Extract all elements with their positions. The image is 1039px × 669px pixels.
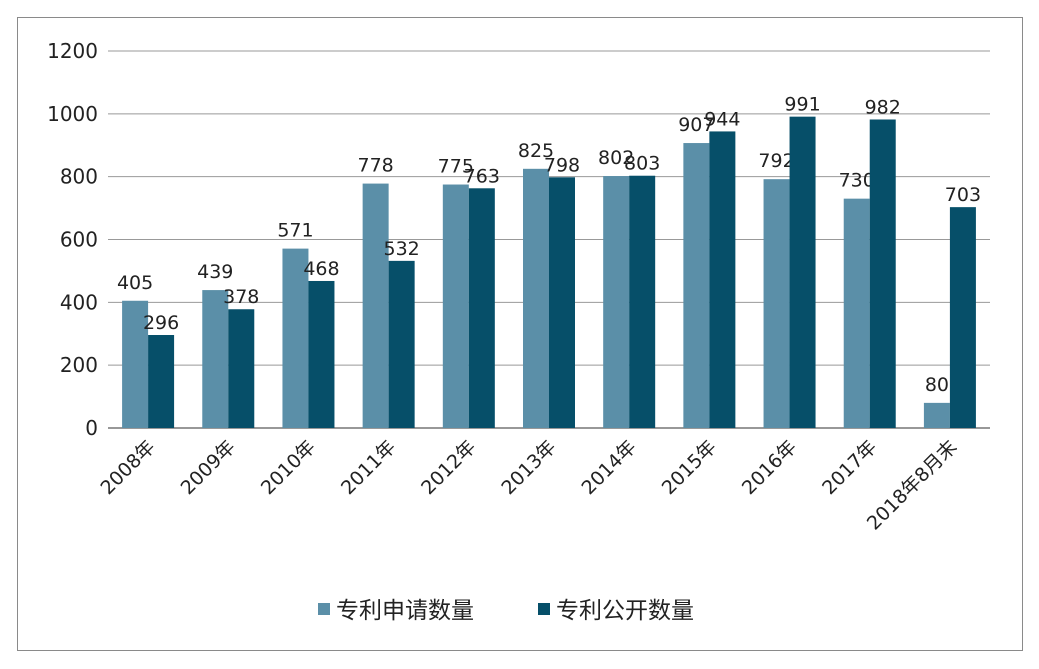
bar-publication <box>308 280 335 428</box>
x-tick-label: 2016年 <box>738 436 801 499</box>
data-label: 907 <box>678 114 714 136</box>
y-tick-label: 0 <box>85 416 98 440</box>
x-tick-label: 2009年 <box>177 436 240 499</box>
bar-publication <box>468 188 495 428</box>
x-tick-label: 2008年 <box>96 436 159 499</box>
data-label: 80 <box>925 374 949 396</box>
data-label: 571 <box>277 220 313 242</box>
y-tick-label: 1000 <box>47 102 98 126</box>
x-tick-label: 2014年 <box>578 436 641 499</box>
data-label: 778 <box>358 155 394 177</box>
data-label: 802 <box>598 147 634 169</box>
data-label: 439 <box>197 261 233 283</box>
legend-swatch <box>318 603 330 615</box>
bar-publication <box>549 177 575 428</box>
y-tick-label: 200 <box>60 353 98 377</box>
data-label: 798 <box>544 154 580 176</box>
bar-application <box>362 183 389 428</box>
y-tick-label: 600 <box>60 228 98 252</box>
data-label: 825 <box>518 140 554 162</box>
data-label: 944 <box>704 108 740 130</box>
bar-application <box>282 248 309 428</box>
x-tick-label: 2012年 <box>417 436 480 499</box>
data-label: 378 <box>223 286 259 308</box>
x-tick-label: 2017年 <box>818 436 881 499</box>
bar-publication <box>709 131 736 428</box>
bar-publication <box>949 207 976 428</box>
bar-publication <box>388 260 415 428</box>
data-label: 763 <box>464 165 500 187</box>
bar-application <box>603 176 630 428</box>
data-label: 991 <box>784 94 820 116</box>
bar-application <box>683 143 710 428</box>
bar-application <box>122 300 149 428</box>
legend-swatch <box>538 603 550 615</box>
bar-publication <box>228 309 255 428</box>
x-tick-label: 2013年 <box>497 436 560 499</box>
y-tick-label: 400 <box>60 290 98 314</box>
bar-application <box>843 198 870 428</box>
x-tick-label: 2015年 <box>658 436 721 499</box>
data-label: 405 <box>117 272 153 294</box>
bar-application <box>763 179 790 428</box>
bar-application <box>923 402 950 428</box>
legend-label: 专利公开数量 <box>556 598 694 624</box>
bar-publication <box>148 335 175 428</box>
x-tick-label: 2010年 <box>257 436 320 499</box>
y-tick-label: 1200 <box>47 39 98 63</box>
data-label: 703 <box>945 184 981 206</box>
legend-label: 专利申请数量 <box>336 598 474 624</box>
y-tick-label: 800 <box>60 165 98 189</box>
data-label: 730 <box>839 170 875 192</box>
bar-application <box>442 184 469 428</box>
bar-publication <box>629 175 656 428</box>
data-label: 468 <box>303 258 339 280</box>
data-label: 775 <box>438 156 474 178</box>
bar-application <box>523 168 549 428</box>
chart-frame <box>17 17 1023 651</box>
data-label: 803 <box>624 153 660 175</box>
x-tick-label: 2011年 <box>337 436 400 499</box>
data-label: 982 <box>865 96 901 118</box>
data-label: 792 <box>758 150 794 172</box>
bar-publication <box>789 116 816 429</box>
bar-application <box>202 290 229 428</box>
bar-publication <box>869 119 896 428</box>
data-label: 296 <box>143 312 179 334</box>
data-label: 532 <box>384 238 420 260</box>
